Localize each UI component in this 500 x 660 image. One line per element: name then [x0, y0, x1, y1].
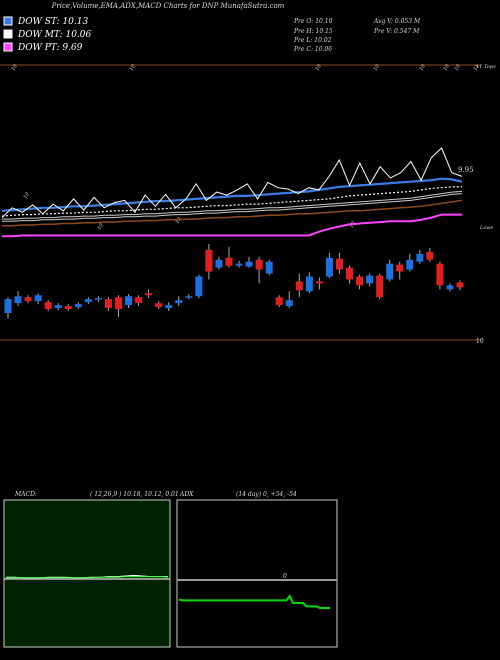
- adx-line: [178, 594, 330, 609]
- dow-pt-swatch: [3, 42, 13, 52]
- tops-label: 11 Tops: [476, 64, 496, 70]
- bull-candle: [215, 259, 223, 268]
- ema-orange-line: [2, 199, 463, 227]
- bull-candle: [54, 305, 62, 309]
- bull-candle: [34, 295, 42, 302]
- bear-candle: [205, 249, 213, 272]
- bull-candle: [386, 263, 394, 280]
- ema-white-line-1: [2, 193, 463, 222]
- bull-candle: [14, 296, 22, 304]
- bull-candle: [94, 298, 102, 300]
- close-price-line: [1, 147, 463, 218]
- dow-st-line: [1, 177, 463, 212]
- ema-white-line-2: [2, 190, 463, 220]
- macd-params: ( 12,26,9 ) 10.18, 10.12, 0.01: [90, 491, 179, 498]
- bull-candle: [366, 275, 374, 284]
- bear-candle: [376, 275, 384, 298]
- macd-signal-line: [6, 576, 169, 579]
- bear-candle: [145, 293, 153, 296]
- dow-st-label: DOW ST: 10.13: [17, 17, 88, 27]
- bull-candle: [185, 296, 193, 298]
- diag-axis-label: 10: [97, 222, 106, 231]
- macd-panel: [3, 499, 171, 648]
- bear-candle: [356, 276, 364, 286]
- bull-candle: [305, 276, 313, 292]
- bear-candle: [104, 299, 112, 309]
- candle-y-label: 10: [476, 338, 484, 345]
- bear-candle: [426, 251, 434, 260]
- bear-candle: [456, 282, 464, 288]
- chart-title: Price,Volume,EMA,ADX,MACD Charts for DNP…: [51, 2, 285, 10]
- dow-mt-swatch: [3, 29, 13, 39]
- bear-candle: [315, 281, 323, 284]
- adx-label: ADX: [179, 491, 194, 498]
- bear-candle: [44, 302, 52, 310]
- bull-candle: [245, 261, 253, 267]
- bull-candle: [84, 299, 92, 303]
- bear-candle: [155, 303, 163, 308]
- bear-candle: [346, 267, 354, 280]
- bull-candle: [416, 253, 424, 262]
- bull-candle: [165, 305, 173, 309]
- prev-volume: Pre V: 0.547 M: [373, 28, 420, 35]
- bear-candle: [436, 263, 444, 286]
- bull-candle: [175, 300, 183, 304]
- bull-candle: [125, 296, 133, 306]
- top-axis-label: 10: [443, 63, 452, 72]
- adx-zero-label: 0: [283, 573, 287, 580]
- adx-params: (14 day) 0, +54, -54: [236, 491, 297, 498]
- prev-open: Pre O: 10.10: [293, 18, 333, 25]
- diag-axis-label: 10: [23, 191, 32, 200]
- macd-label: MACD:: [14, 491, 37, 498]
- top-axis-label: 11: [473, 63, 481, 72]
- bull-candle: [195, 276, 203, 297]
- bear-candle: [255, 259, 263, 270]
- bear-candle: [335, 258, 343, 270]
- bear-candle: [295, 281, 303, 291]
- dow-pt-line: [2, 213, 462, 238]
- bear-candle: [64, 306, 72, 310]
- bear-candle: [396, 264, 404, 272]
- prev-close: Pre C: 10.06: [293, 46, 332, 53]
- bear-candle: [114, 297, 122, 310]
- top-axis-label: 10: [419, 63, 428, 72]
- dow-mt-label: DOW MT: 10.06: [17, 30, 92, 40]
- top-axis-label: 10: [11, 63, 20, 72]
- bull-candle: [285, 300, 293, 307]
- diag-axis-label: 10: [175, 216, 184, 225]
- bear-candle: [24, 297, 32, 302]
- bull-candle: [235, 263, 243, 266]
- adx-panel: [176, 499, 338, 648]
- lows-label: Lows: [479, 225, 494, 231]
- price-y-label-low: 9.95: [458, 166, 474, 174]
- bear-candle: [135, 297, 143, 304]
- avg-volume: Avg V: 0.053 M: [373, 18, 421, 25]
- top-axis-label: 10: [129, 63, 138, 72]
- bull-candle: [446, 285, 454, 290]
- dow-st-swatch: [3, 16, 13, 26]
- top-axis-label: 10: [373, 63, 382, 72]
- bull-candle: [265, 261, 273, 274]
- bull-candle: [325, 257, 333, 277]
- bull-candle: [406, 259, 414, 270]
- bear-candle: [275, 297, 283, 306]
- prev-high: Pre H: 10.15: [293, 28, 333, 35]
- bull-candle: [4, 299, 12, 313]
- dow-mt-line: [1, 186, 462, 217]
- prev-low: Pre L: 10.02: [293, 37, 332, 44]
- bear-candle: [225, 257, 233, 266]
- top-axis-label: 10: [454, 63, 463, 72]
- top-axis-label: 10: [315, 63, 324, 72]
- dow-pt-label: DOW PT: 9.69: [17, 43, 83, 53]
- bull-candle: [74, 304, 82, 308]
